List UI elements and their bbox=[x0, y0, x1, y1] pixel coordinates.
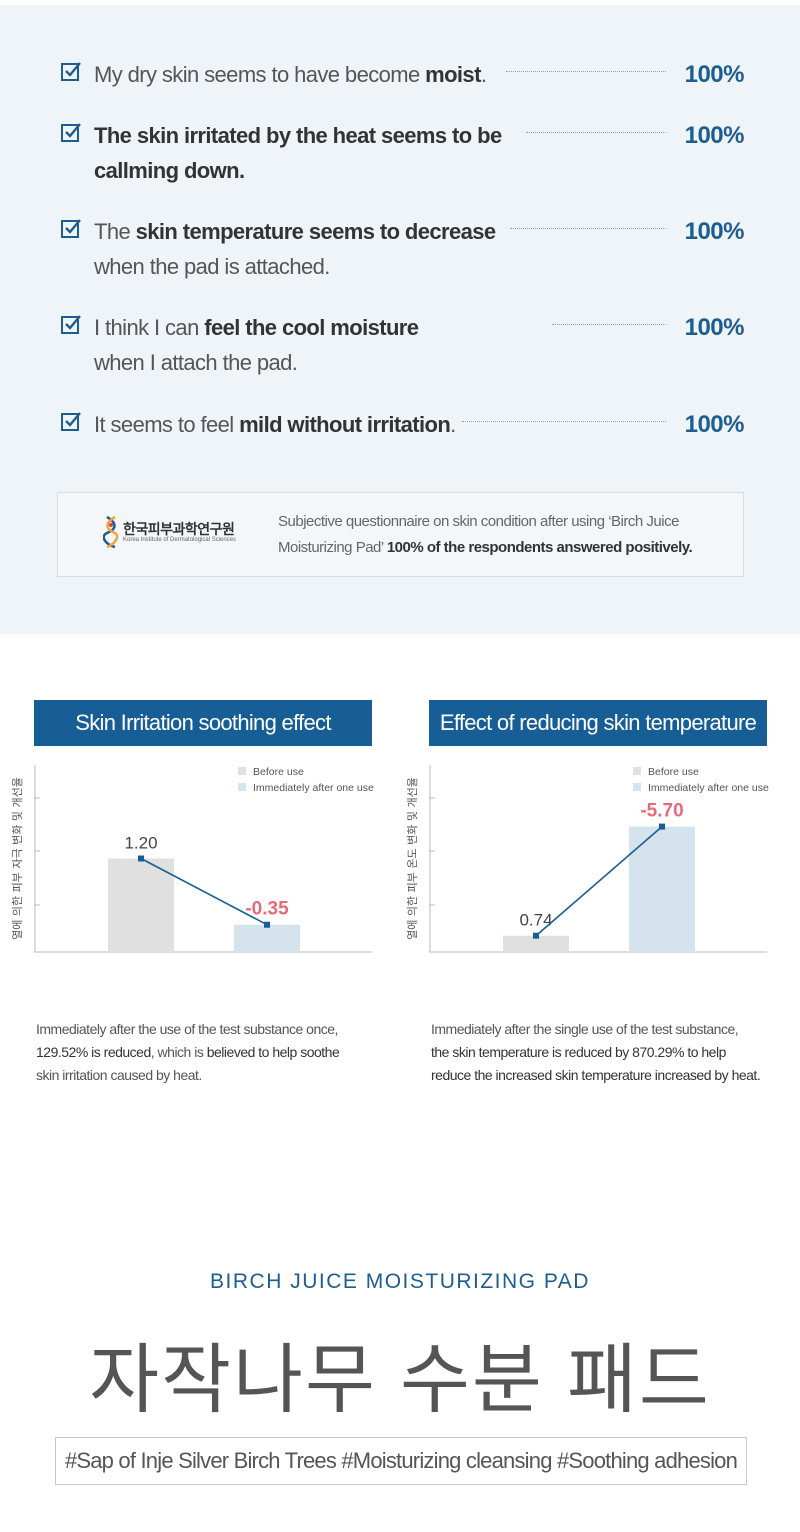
data-label: 0.74 bbox=[519, 911, 552, 930]
chart-caption: Immediately after the single use of the … bbox=[431, 1018, 761, 1087]
caption-line2: 129.52% is reduced, which is believed to… bbox=[36, 1044, 340, 1060]
survey-statement: It seems to feel mild without irritation… bbox=[94, 412, 456, 437]
survey-statement-line2: when the pad is attached. bbox=[94, 254, 330, 279]
product-name-ko: 자작나무 수분 패드 bbox=[89, 1338, 711, 1423]
trend-point bbox=[533, 932, 539, 939]
survey-source-box: 한국피부과학연구원 Korea Institute of Dermatologi… bbox=[57, 492, 744, 577]
dotted-leader bbox=[506, 71, 666, 72]
y-axis-label: 열에 의한 피부 자극 변화 및 개선율 bbox=[11, 777, 24, 940]
caption-line3: reduce the increased skin temperature in… bbox=[431, 1067, 761, 1083]
trend-line bbox=[140, 857, 268, 926]
survey-item: I think I can feel the cool moisture whe… bbox=[60, 310, 750, 380]
dna-helix-icon bbox=[103, 515, 119, 549]
trend-point bbox=[659, 823, 665, 830]
survey-statement-line2: callming down. bbox=[94, 158, 245, 183]
chart-panel-temperature: Effect of reducing skin temperature 열에 의… bbox=[406, 700, 800, 1100]
survey-statement-line1: The skin irritated by the heat seems to … bbox=[94, 123, 502, 148]
legend-swatch bbox=[238, 783, 246, 791]
survey-item: The skin temperature seems to decrease w… bbox=[60, 214, 750, 284]
survey-percent: 100% bbox=[684, 61, 745, 88]
institute-name-ko: 한국피부과학연구원 bbox=[123, 521, 235, 537]
survey-item: The skin irritated by the heat seems to … bbox=[60, 118, 750, 188]
dotted-leader bbox=[526, 132, 666, 133]
bar-after-use bbox=[234, 924, 300, 952]
y-axis-label: 열에 의한 피부 온도 변화 및 개선율 bbox=[406, 777, 419, 940]
checkbox-checked-icon bbox=[61, 412, 81, 431]
legend-label: Immediately after one use bbox=[253, 782, 374, 794]
checkbox-checked-icon bbox=[61, 123, 81, 142]
survey-statement-line1: I think I can feel the cool moisture bbox=[94, 315, 419, 340]
survey-percent: 100% bbox=[684, 122, 745, 149]
chart-title: Skin Irritation soothing effect bbox=[34, 700, 372, 746]
survey-note: Subjective questionnaire on skin conditi… bbox=[278, 509, 693, 561]
caption-line2: the skin temperature is reduced by 870.2… bbox=[431, 1044, 726, 1060]
bar-chart-irritation: 열에 의한 피부 자극 변화 및 개선율 Before use Immediatel… bbox=[11, 765, 374, 953]
legend-label: Before use bbox=[253, 766, 304, 778]
checkbox-checked-icon bbox=[61, 315, 81, 334]
survey-item: My dry skin seems to have become moist. … bbox=[60, 57, 750, 92]
bar-before-use bbox=[503, 935, 569, 952]
legend-swatch bbox=[633, 767, 641, 775]
dotted-leader bbox=[462, 421, 666, 422]
survey-section: My dry skin seems to have become moist. … bbox=[0, 5, 800, 634]
bar-after-use bbox=[629, 826, 695, 952]
bar-chart-temperature: 열에 의한 피부 온도 변화 및 개선율 Before use Immediatel… bbox=[406, 765, 769, 953]
survey-item: It seems to feel mild without irritation… bbox=[60, 407, 750, 442]
chart-caption: Immediately after the use of the test su… bbox=[36, 1018, 340, 1087]
product-hashtags: #Sap of Inje Silver Birch Trees #Moistur… bbox=[55, 1437, 747, 1485]
institute-name-en: Korea Institute of Dermatological Scienc… bbox=[123, 537, 237, 543]
data-label: 1.20 bbox=[124, 834, 157, 853]
data-label: -5.70 bbox=[640, 801, 683, 822]
bar-before-use bbox=[108, 858, 174, 952]
checkbox-checked-icon bbox=[61, 219, 81, 238]
legend-swatch bbox=[633, 783, 641, 791]
data-label: -0.35 bbox=[245, 899, 289, 920]
institute-logo: 한국피부과학연구원 Korea Institute of Dermatologi… bbox=[103, 515, 243, 551]
checkbox-checked-icon bbox=[61, 62, 81, 81]
caption-line1: Immediately after the single use of the … bbox=[431, 1021, 739, 1037]
survey-statement-line2: when I attach the pad. bbox=[94, 350, 298, 375]
legend-label: Immediately after one use bbox=[648, 782, 769, 794]
survey-statement: My dry skin seems to have become moist. bbox=[94, 62, 487, 87]
survey-note-line1: Subjective questionnaire on skin conditi… bbox=[278, 513, 679, 530]
legend-label: Before use bbox=[648, 766, 699, 778]
trend-line bbox=[535, 825, 663, 937]
survey-percent: 100% bbox=[684, 314, 745, 341]
survey-percent: 100% bbox=[684, 411, 745, 438]
survey-note-line2: Moisturizing Pad’ 100% of the respondent… bbox=[278, 539, 693, 556]
dotted-leader bbox=[552, 324, 666, 325]
survey-statement-line1: The skin temperature seems to decrease bbox=[94, 219, 496, 244]
caption-line3: skin irritation caused by heat. bbox=[36, 1067, 202, 1083]
chart-panel-irritation: Skin Irritation soothing effect 열에 의한 피부… bbox=[11, 700, 414, 1100]
product-name-en: BIRCH JUICE MOISTURIZING PAD bbox=[210, 1270, 590, 1293]
trend-point bbox=[138, 855, 144, 862]
trend-point bbox=[264, 921, 270, 928]
legend-swatch bbox=[238, 767, 246, 775]
caption-line1: Immediately after the use of the test su… bbox=[36, 1021, 338, 1037]
survey-percent: 100% bbox=[684, 218, 745, 245]
chart-title: Effect of reducing skin temperature bbox=[429, 700, 767, 746]
dotted-leader bbox=[510, 228, 666, 229]
